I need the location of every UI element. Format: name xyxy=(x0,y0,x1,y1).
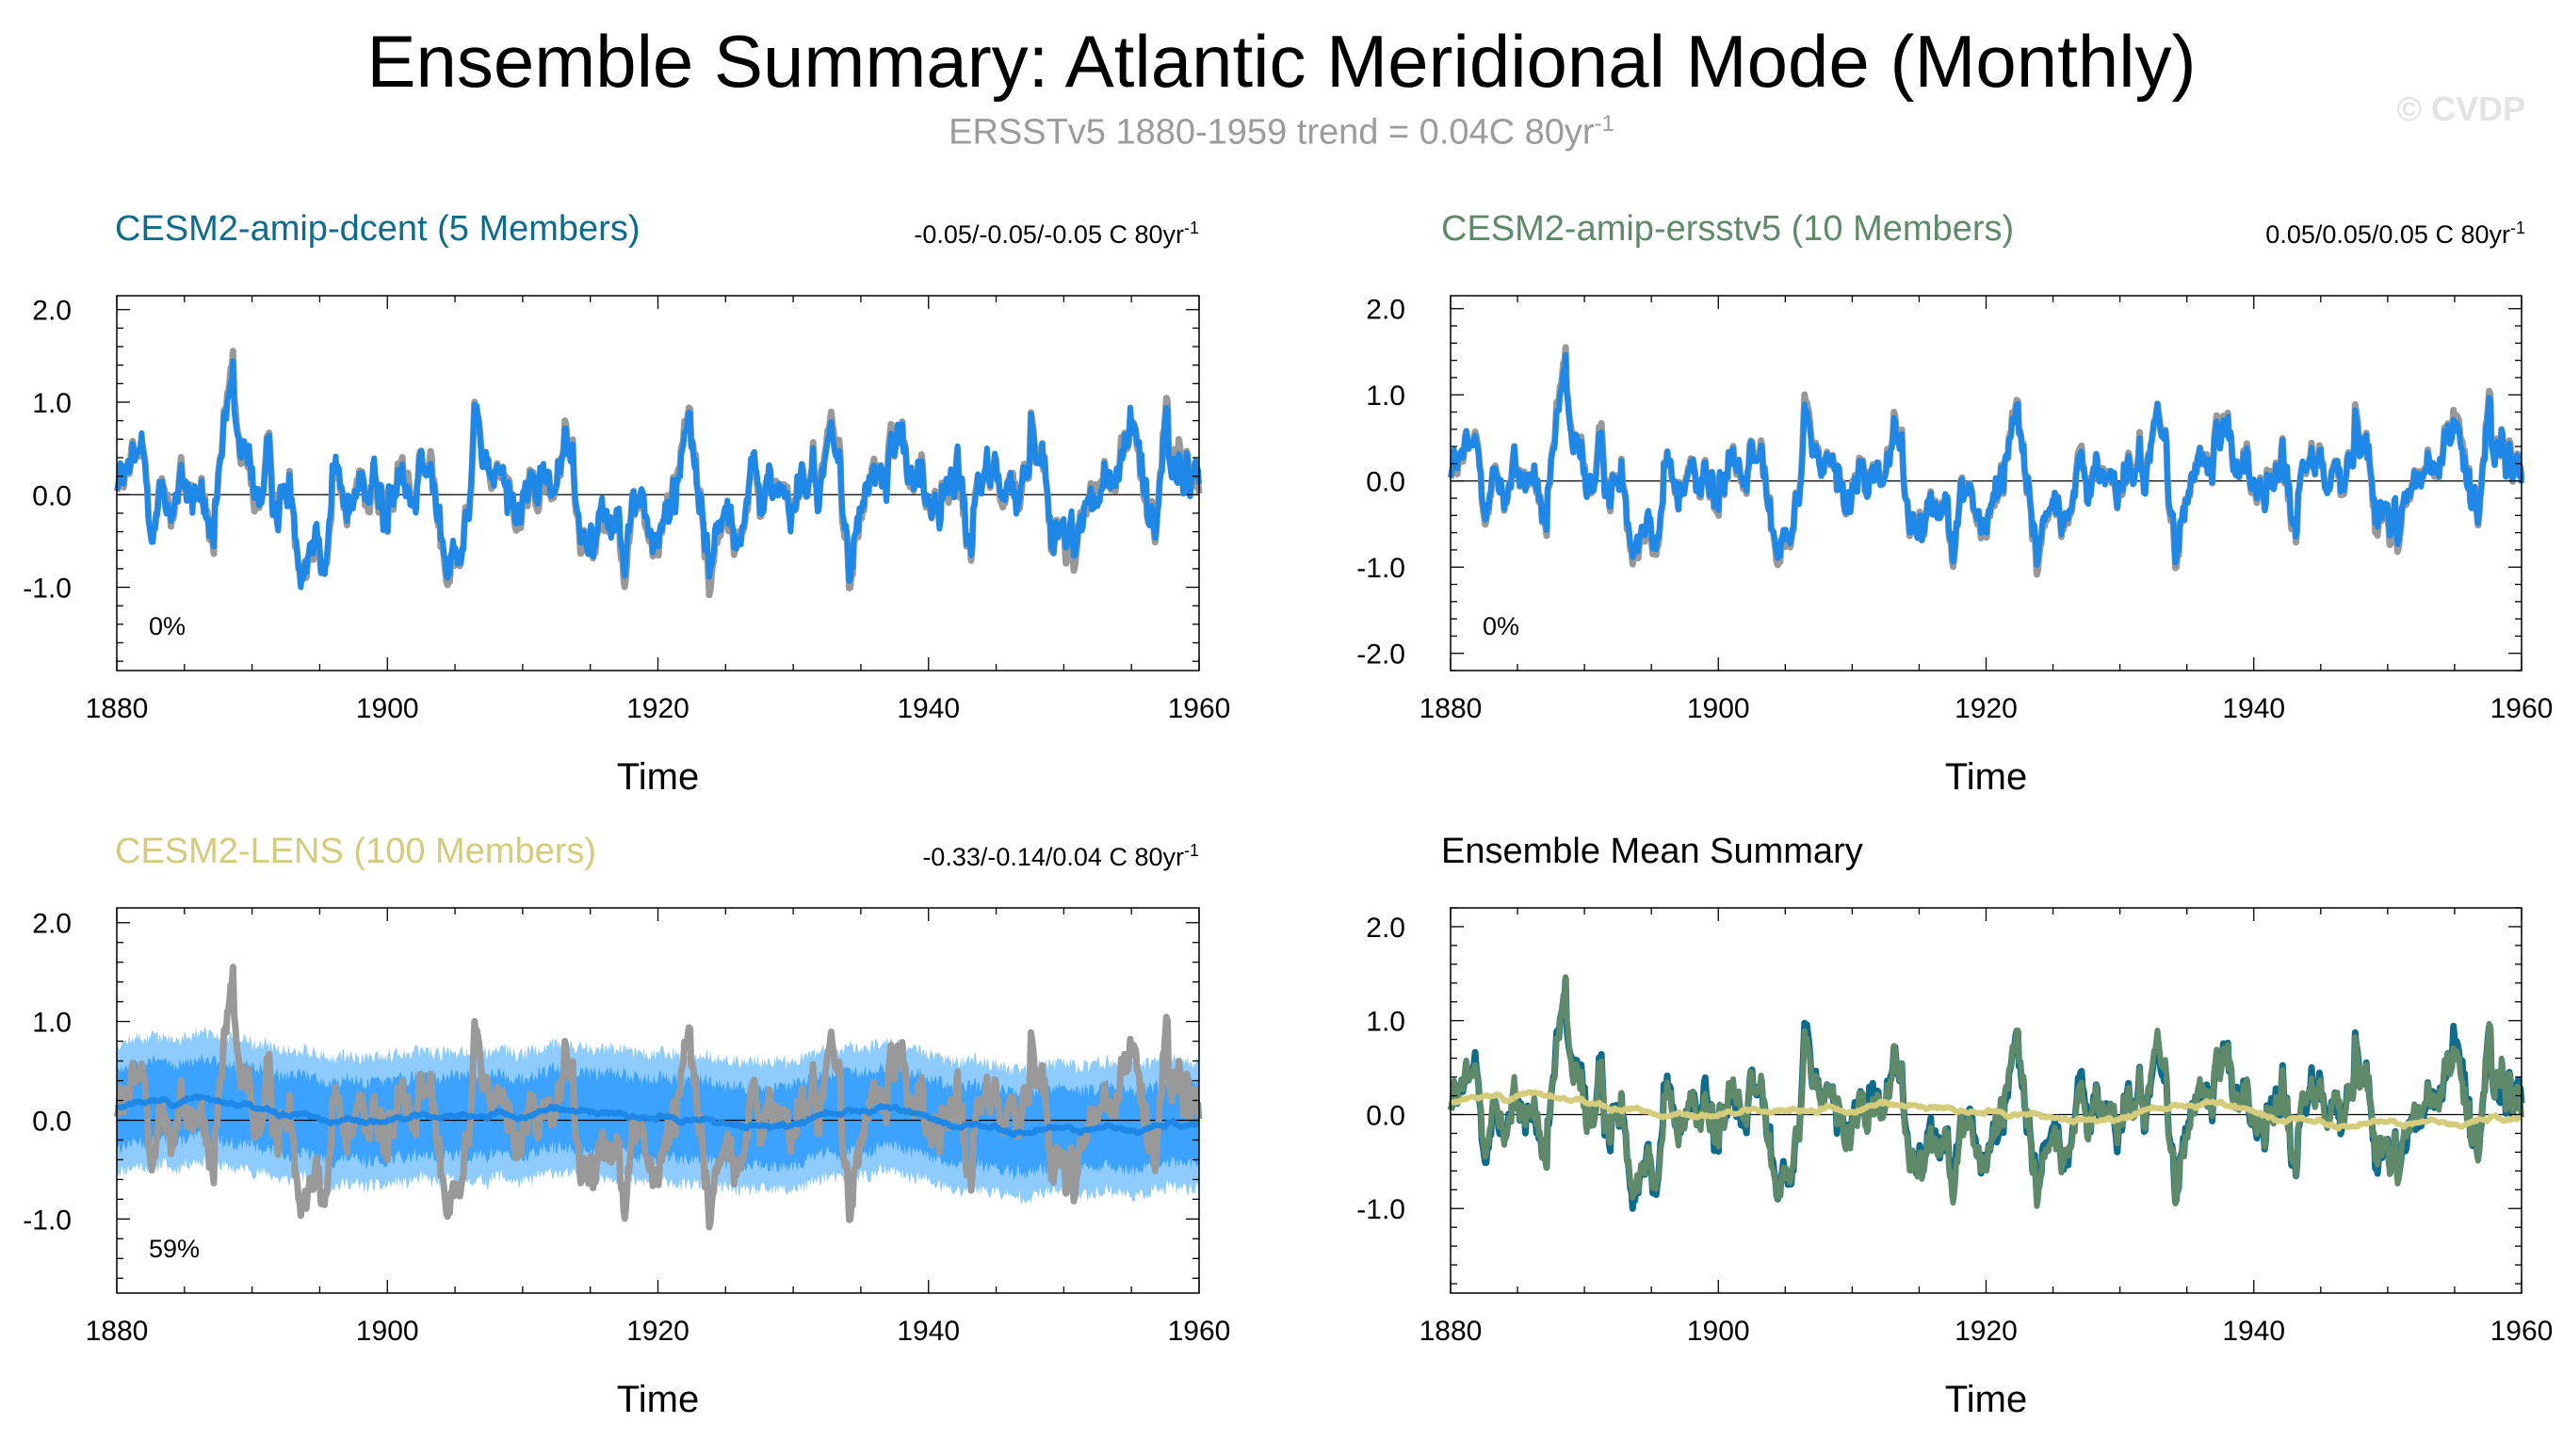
panel-1: 1880 1900 1920 1940 1960 2.0 1.0 0.0 -1.0 Time 0% xyxy=(23,295,1231,798)
x-tick-label: 1880 xyxy=(1419,1316,1483,1347)
panel-trend-amip-dcent: -0.05/-0.05/-0.05 C 80yr-1 xyxy=(914,218,1199,250)
subtitle-text: ERSSTv5 1880-1959 trend = 0.04C 80yr xyxy=(949,112,1595,153)
series-observations xyxy=(1447,344,2525,578)
series-observations xyxy=(113,348,1203,599)
x-axis-label: Time xyxy=(1945,756,2027,798)
y-tick-label: -1.0 xyxy=(1356,553,1405,584)
x-tick-label: 1900 xyxy=(1687,1316,1750,1347)
x-tick-label: 1940 xyxy=(897,1316,960,1347)
y-tick-label: 2.0 xyxy=(32,909,72,940)
x-tick-label: 1960 xyxy=(1168,1316,1231,1347)
x-tick-label: 1920 xyxy=(626,1316,689,1347)
plot-frame xyxy=(1450,907,2522,1294)
percent-annotation: 0% xyxy=(149,612,186,640)
x-axis-label: Time xyxy=(1945,1379,2027,1420)
series-ensemble-mean xyxy=(1448,351,2524,568)
y-tick-label: 0.0 xyxy=(32,1106,72,1137)
panel-title-ensemble-mean: Ensemble Mean Summary xyxy=(1441,832,1863,871)
y-tick-label: -1.0 xyxy=(23,574,72,605)
x-axis-label: Time xyxy=(617,1379,699,1420)
series-ensemble-mean xyxy=(114,358,1202,590)
y-tick-label: 0.0 xyxy=(1366,1100,1405,1131)
x-tick-label: 1920 xyxy=(1955,693,2018,724)
y-tick-label: 2.0 xyxy=(1366,295,1405,326)
series-amip-ersstv5 xyxy=(1448,974,2524,1209)
trend-text: -0.05/-0.05/-0.05 C 80yr xyxy=(914,220,1184,249)
main-title: Ensemble Summary: Atlantic Meridional Mo… xyxy=(366,20,2197,103)
x-tick-label: 1900 xyxy=(356,693,419,724)
panel-title-amip-dcent: CESM2-amip-dcent (5 Members) xyxy=(115,209,641,249)
percent-annotation: 0% xyxy=(1483,612,1519,640)
panel-title-amip-ersstv5: CESM2-amip-ersstv5 (10 Members) xyxy=(1441,209,2015,249)
x-tick-label: 1880 xyxy=(86,1316,149,1347)
y-tick-label: 1.0 xyxy=(32,1008,72,1039)
y-tick-label: -1.0 xyxy=(23,1205,72,1236)
plot-frame xyxy=(116,295,1200,671)
y-tick-label: 0.0 xyxy=(32,480,72,511)
panel-2: 1880 1900 1920 1940 1960 2.0 1.0 0.0 -1.0 -2.0 Tim… xyxy=(1356,295,2553,798)
subtitle: ERSSTv5 1880-1959 trend = 0.04C 80yr-1 xyxy=(0,111,2563,154)
y-tick-label: 1.0 xyxy=(1366,380,1405,412)
trend-exponent: -1 xyxy=(2509,218,2525,237)
x-tick-label: 1960 xyxy=(2490,693,2554,724)
x-tick-label: 1940 xyxy=(2222,1316,2285,1347)
x-tick-label: 1880 xyxy=(86,693,149,724)
x-tick-label: 1900 xyxy=(356,1316,419,1347)
x-tick-label: 1940 xyxy=(2222,693,2285,724)
percent-annotation: 59% xyxy=(149,1235,200,1263)
series-amip-dcent xyxy=(1447,975,2525,1212)
trend-exponent: -1 xyxy=(1183,218,1199,237)
y-tick-label: 2.0 xyxy=(1366,913,1405,944)
panel-trend-lens: -0.33/-0.14/0.04 C 80yr-1 xyxy=(922,841,1199,872)
panel-title-lens: CESM2-LENS (100 Members) xyxy=(115,832,597,871)
series-ensemble-mean xyxy=(115,1093,1201,1139)
x-tick-label: 1920 xyxy=(626,693,689,724)
x-tick-label: 1960 xyxy=(1168,693,1231,724)
y-tick-label: -1.0 xyxy=(1356,1194,1405,1225)
trend-exponent: -1 xyxy=(1183,841,1199,860)
x-tick-label: 1960 xyxy=(2490,1316,2554,1347)
series-lens xyxy=(1449,1089,2523,1132)
x-tick-label: 1940 xyxy=(897,693,960,724)
panel-3: 1880 1900 1920 1940 1960 2.0 1.0 0.0 -1.0 Time 59% xyxy=(23,907,1231,1420)
y-tick-label: 1.0 xyxy=(1366,1007,1405,1038)
series-observations xyxy=(113,963,1203,1231)
cvdp-watermark: © CVDP xyxy=(2396,89,2525,128)
trend-text: -0.33/-0.14/0.04 C 80yr xyxy=(922,843,1184,871)
y-tick-label: 1.0 xyxy=(32,388,72,419)
panel-trend-amip-ersstv5: 0.05/0.05/0.05 C 80yr-1 xyxy=(2265,218,2525,250)
trend-text: 0.05/0.05/0.05 C 80yr xyxy=(2265,220,2510,249)
x-tick-label: 1880 xyxy=(1419,693,1483,724)
x-axis-label: Time xyxy=(617,756,699,798)
x-tick-label: 1920 xyxy=(1955,1316,2018,1347)
x-tick-label: 1900 xyxy=(1687,693,1750,724)
subtitle-exponent: -1 xyxy=(1594,111,1614,137)
y-tick-label: -2.0 xyxy=(1356,639,1405,671)
y-tick-label: 0.0 xyxy=(1366,467,1405,498)
y-tick-label: 2.0 xyxy=(32,296,72,327)
panel-4: 1880 1900 1920 1940 1960 2.0 1.0 0.0 -1.0 Time xyxy=(1356,907,2554,1420)
